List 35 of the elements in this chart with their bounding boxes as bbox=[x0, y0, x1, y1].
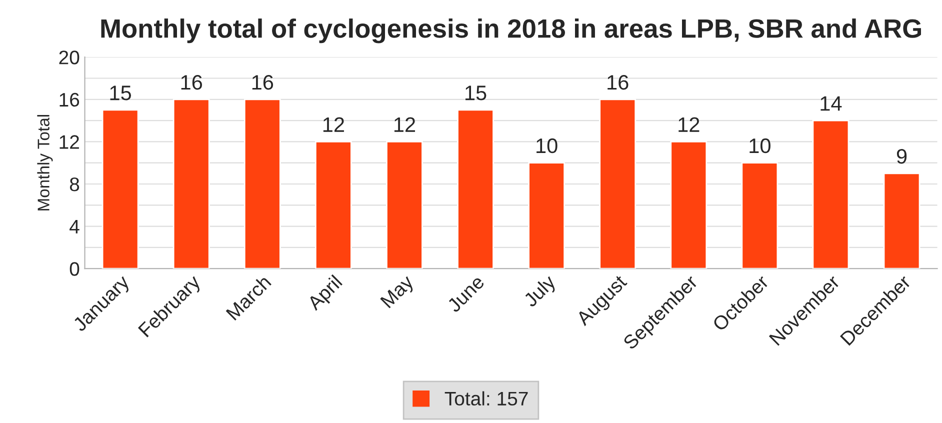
data-label: 10 bbox=[750, 138, 770, 154]
bar bbox=[386, 141, 423, 269]
data-label: 9 bbox=[896, 149, 907, 164]
bar bbox=[314, 141, 352, 269]
x-tick-label: May bbox=[380, 274, 418, 312]
data-label: 15 bbox=[466, 86, 486, 100]
bar bbox=[244, 98, 281, 269]
data-label: 12 bbox=[394, 117, 416, 132]
bar bbox=[883, 172, 920, 269]
data-label: 15 bbox=[110, 86, 132, 100]
y-tick-label: 12 bbox=[60, 135, 79, 149]
y-tick-label: 20 bbox=[59, 50, 80, 64]
data-label: 16 bbox=[181, 74, 202, 90]
data-label: 14 bbox=[820, 96, 842, 111]
data-label: 16 bbox=[608, 74, 628, 90]
data-label: 10 bbox=[536, 138, 558, 154]
bar bbox=[102, 109, 139, 269]
bar bbox=[528, 162, 566, 269]
chart-title: Monthly total of cyclogenesis in 2018 in areas LPB, SBR and ARG bbox=[101, 18, 921, 44]
data-label: 12 bbox=[678, 117, 700, 132]
y-axis-title: Monthly Total bbox=[37, 115, 53, 210]
bar bbox=[670, 141, 708, 269]
legend-label: Total: 157 bbox=[444, 391, 528, 406]
bar bbox=[172, 98, 210, 269]
bar bbox=[599, 98, 636, 269]
bar bbox=[457, 109, 494, 269]
y-tick-label: 8 bbox=[70, 177, 80, 192]
x-tick-label: July bbox=[522, 273, 560, 311]
y-tick-label: 4 bbox=[70, 220, 80, 234]
y-tick-label: 16 bbox=[60, 92, 80, 107]
bar bbox=[741, 162, 778, 269]
data-label: 12 bbox=[323, 117, 344, 132]
data-label: 16 bbox=[252, 74, 274, 90]
y-tick-label: 0 bbox=[70, 262, 80, 276]
bar bbox=[812, 120, 850, 269]
